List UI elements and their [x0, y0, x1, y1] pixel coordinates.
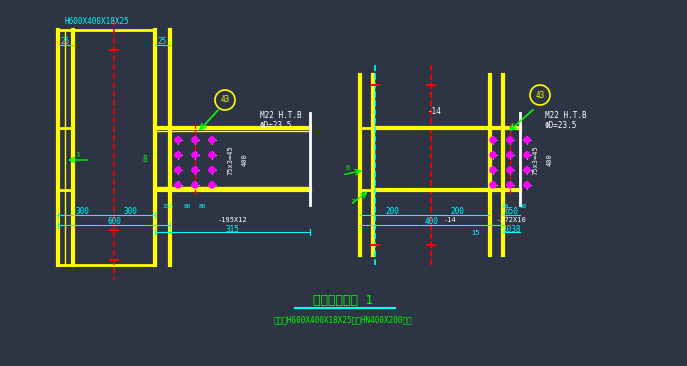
Text: 43: 43: [535, 90, 545, 100]
Circle shape: [192, 182, 198, 188]
Text: 7: 7: [351, 199, 355, 205]
Text: 300: 300: [124, 208, 137, 217]
Circle shape: [209, 167, 215, 173]
Circle shape: [524, 167, 530, 173]
Circle shape: [524, 137, 530, 143]
Circle shape: [209, 137, 215, 143]
Circle shape: [192, 152, 198, 158]
Text: 300: 300: [76, 208, 89, 217]
Circle shape: [507, 152, 513, 158]
Circle shape: [524, 152, 530, 158]
Circle shape: [209, 182, 215, 188]
Circle shape: [175, 182, 181, 188]
Circle shape: [524, 182, 530, 188]
Text: 315: 315: [225, 224, 240, 234]
Text: 25: 25: [61, 37, 70, 46]
Circle shape: [507, 182, 513, 188]
Circle shape: [209, 152, 215, 158]
Text: 400: 400: [547, 154, 553, 167]
Text: 650: 650: [504, 208, 519, 217]
Text: 400: 400: [242, 154, 248, 167]
Circle shape: [175, 152, 181, 158]
Text: 200: 200: [385, 208, 399, 217]
Circle shape: [175, 167, 181, 173]
Text: -372X10: -372X10: [497, 217, 526, 223]
Text: -14: -14: [428, 108, 442, 116]
Text: 75x3=45: 75x3=45: [532, 145, 538, 175]
Circle shape: [490, 167, 496, 173]
Text: 6: 6: [346, 165, 350, 171]
Text: M22 H.T.B: M22 H.T.B: [545, 111, 587, 120]
Text: 80: 80: [502, 205, 509, 209]
Text: H600X400X18X25: H600X400X18X25: [65, 18, 130, 26]
Text: ΦD=23.5: ΦD=23.5: [545, 120, 577, 130]
Text: 400: 400: [425, 217, 438, 227]
Text: -14: -14: [444, 217, 456, 223]
Text: 梁柱连接节点 1: 梁柱连接节点 1: [313, 294, 373, 306]
Circle shape: [175, 137, 181, 143]
Circle shape: [507, 137, 513, 143]
Text: 3: 3: [76, 152, 80, 158]
Text: 200: 200: [451, 208, 464, 217]
Text: 80: 80: [199, 205, 205, 209]
Text: 80: 80: [519, 205, 527, 209]
Text: 15: 15: [471, 230, 480, 236]
Text: 1038: 1038: [502, 224, 521, 234]
Text: -195X12: -195X12: [218, 217, 247, 223]
Circle shape: [507, 167, 513, 173]
Text: 75x3=45: 75x3=45: [227, 145, 233, 175]
Circle shape: [490, 182, 496, 188]
Circle shape: [490, 152, 496, 158]
Circle shape: [192, 137, 198, 143]
Text: 25: 25: [158, 37, 167, 46]
Text: 600: 600: [107, 217, 121, 227]
Text: 80: 80: [183, 205, 191, 209]
Circle shape: [490, 137, 496, 143]
Text: 43: 43: [221, 96, 229, 105]
Text: M22 H.T.B: M22 H.T.B: [260, 111, 302, 120]
Text: 155: 155: [162, 205, 174, 209]
Text: ΦD=23.5: ΦD=23.5: [260, 120, 293, 130]
Text: 8: 8: [143, 156, 147, 164]
Text: 用于钢H600X400X18X25与钢HN400X200连接: 用于钢H600X400X18X25与钢HN400X200连接: [273, 315, 412, 325]
Circle shape: [192, 167, 198, 173]
